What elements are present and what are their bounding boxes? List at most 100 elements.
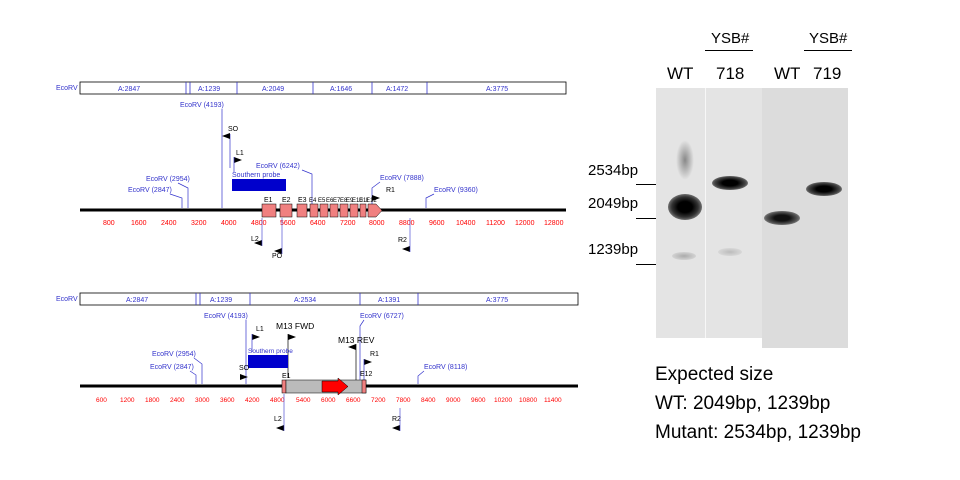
map2-probe-label: Southern probe bbox=[248, 348, 293, 355]
band-wt2-2049 bbox=[764, 211, 800, 225]
map2-tick: 6000 bbox=[321, 397, 336, 404]
map1-exon-label: E2 bbox=[282, 197, 291, 204]
map2-exon-label: E12 bbox=[360, 371, 373, 378]
lane-label-718: 718 bbox=[716, 64, 745, 83]
map2-tick: 9600 bbox=[471, 397, 486, 404]
map2-tick: 7800 bbox=[396, 397, 411, 404]
map1-tick: 9600 bbox=[429, 220, 445, 227]
map2-site: EcoRV (8118) bbox=[424, 364, 467, 371]
map1-tick: 7200 bbox=[340, 220, 356, 227]
map2: EcoRV A:2847 A:1239 A:2534 A:1391 A:3775… bbox=[56, 292, 579, 431]
restriction-map-diagram: EcoRV A:2847 A:1239 A:2049 A:1646 A:1472… bbox=[56, 81, 579, 431]
map1-tick: 800 bbox=[103, 220, 115, 227]
map1-site: EcoRV (9360) bbox=[434, 187, 478, 194]
map1-exon-label: E7 bbox=[333, 198, 341, 204]
map2-primer: R1 bbox=[370, 351, 379, 358]
band-719-2534 bbox=[806, 182, 842, 196]
map1-primer: PO bbox=[272, 253, 283, 260]
smear-wt-1 bbox=[676, 140, 694, 180]
map2-fragment: A:2847 bbox=[126, 297, 148, 304]
map2-tick: 1200 bbox=[120, 397, 135, 404]
map2-fragment: A:3775 bbox=[486, 297, 508, 304]
map1-site: EcoRV (6242) bbox=[256, 163, 300, 170]
ysb-underline-2 bbox=[804, 50, 852, 51]
map1-fragment: A:2847 bbox=[118, 86, 140, 93]
map2-primer: L1 bbox=[256, 326, 264, 333]
map2-tick: 4200 bbox=[245, 397, 260, 404]
map1-exon-label: E9 bbox=[346, 198, 354, 204]
map1-primer: L1 bbox=[236, 150, 244, 157]
map2-primer: M13 REV bbox=[338, 335, 375, 345]
map2-tick: 11400 bbox=[544, 397, 562, 404]
map2-tick: 8400 bbox=[421, 397, 436, 404]
map1-tick: 4000 bbox=[221, 220, 237, 227]
map2-fragment: A:1391 bbox=[378, 297, 400, 304]
map2-exon-label: E1 bbox=[282, 373, 291, 380]
map2-tick: 3600 bbox=[220, 397, 235, 404]
map2-site: EcoRV (2847) bbox=[150, 364, 194, 371]
map1-exon-label: E12 bbox=[366, 198, 377, 204]
map1-exon-label: E5 bbox=[318, 198, 326, 204]
map1-tick: 5600 bbox=[280, 220, 296, 227]
map2-tick: 1800 bbox=[145, 397, 160, 404]
map1-primer: R1 bbox=[386, 187, 395, 194]
map1-scale: 800 1600 2400 3200 4000 4800 5600 6400 7… bbox=[103, 220, 564, 227]
map1: EcoRV A:2847 A:1239 A:2049 A:1646 A:1472… bbox=[56, 81, 567, 260]
lane-label-719: 719 bbox=[813, 64, 842, 83]
map2-tick: 4800 bbox=[270, 397, 285, 404]
map1-exon-label: E4 bbox=[309, 198, 317, 204]
marker-tick-2049 bbox=[636, 218, 656, 219]
map1-tick: 3200 bbox=[191, 220, 207, 227]
map2-fragment-bar bbox=[79, 292, 579, 306]
band-718-1239 bbox=[718, 248, 742, 256]
map1-exon-label: E8 bbox=[340, 198, 348, 204]
map2-reporter-arrow bbox=[321, 377, 349, 396]
map1-tick: 2400 bbox=[161, 220, 177, 227]
map2-tick: 5400 bbox=[296, 397, 311, 404]
map1-tick: 4800 bbox=[251, 220, 267, 227]
map1-tick: 10400 bbox=[456, 220, 476, 227]
map2-tick: 10200 bbox=[494, 397, 512, 404]
lane-label-wt-2: WT bbox=[774, 64, 801, 83]
map2-southern-probe bbox=[248, 355, 288, 368]
map1-primer: SO bbox=[228, 126, 239, 133]
map2-tick: 10800 bbox=[519, 397, 537, 404]
map1-exon-label: E6 bbox=[326, 198, 334, 204]
map1-exon-label: E10 bbox=[352, 198, 363, 204]
map1-exons: E1 E2 E3 E4 E5 E6 E7 E8 E9 E10 E11 E12 bbox=[261, 197, 383, 218]
map2-tick: 2400 bbox=[170, 397, 185, 404]
map1-exon-label: E11 bbox=[359, 198, 370, 204]
map1-fragment: A:2049 bbox=[262, 86, 284, 93]
map1-tick: 8800 bbox=[399, 220, 415, 227]
map2-exon-e1 bbox=[281, 379, 287, 394]
map1-probe-label: Southern probe bbox=[232, 172, 280, 179]
map2-tick: 3000 bbox=[195, 397, 210, 404]
map1-site: EcoRV (2954) bbox=[146, 176, 190, 183]
ysb-underline-1 bbox=[705, 50, 753, 51]
marker-tick-1239 bbox=[636, 264, 656, 265]
map1-tick: 1600 bbox=[131, 220, 147, 227]
map2-scale: 600 1200 1800 2400 3000 3600 4200 4800 5… bbox=[96, 397, 562, 404]
expected-mutant: Mutant: 2534bp, 1239bp bbox=[655, 422, 862, 443]
map2-ecorv-label: EcoRV bbox=[56, 296, 78, 303]
map2-primer: L2 bbox=[274, 416, 282, 423]
expected-title: Expected size bbox=[655, 364, 774, 385]
blot-panel-1 bbox=[656, 88, 762, 338]
map1-site: EcoRV (2847) bbox=[128, 187, 172, 194]
map1-ecorv-label: EcoRV bbox=[56, 85, 78, 92]
lane-label-wt-1: WT bbox=[667, 64, 694, 83]
map1-site: EcoRV (7888) bbox=[380, 175, 424, 182]
ysb-group-label-2: YSB# bbox=[809, 30, 848, 47]
map2-primer: R2 bbox=[392, 416, 401, 423]
map1-primer: R2 bbox=[398, 237, 407, 244]
expected-wt: WT: 2049bp, 1239bp bbox=[655, 393, 831, 414]
band-wt-1239 bbox=[672, 252, 696, 260]
ysb-group-label-1: YSB# bbox=[711, 30, 750, 47]
marker-1239: 1239bp bbox=[588, 241, 639, 258]
map1-tick: 12800 bbox=[544, 220, 564, 227]
map2-fragment: A:1239 bbox=[210, 297, 232, 304]
map1-fragment: A:1239 bbox=[198, 86, 220, 93]
map1-site: EcoRV (4193) bbox=[180, 102, 224, 109]
map1-fragment: A:1646 bbox=[330, 86, 352, 93]
marker-2049: 2049bp bbox=[588, 195, 639, 212]
